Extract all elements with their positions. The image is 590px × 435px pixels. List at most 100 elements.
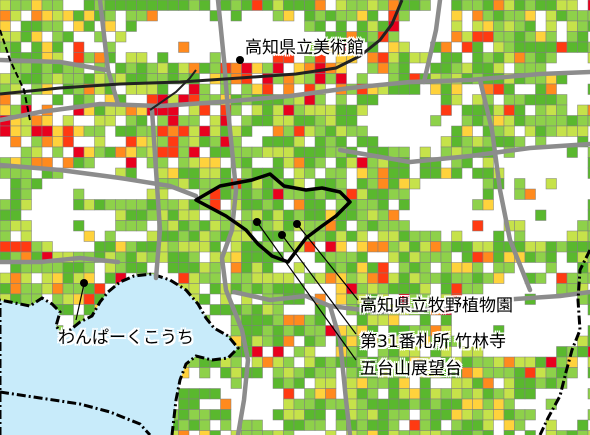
- heat-cell: [283, 115, 295, 127]
- heat-cell: [325, 115, 337, 127]
- heat-cell: [136, 125, 148, 137]
- heat-cell: [493, 230, 505, 242]
- heat-cell: [115, 209, 127, 221]
- road-line: [337, 141, 590, 165]
- heat-cell: [167, 62, 179, 74]
- heat-cell: [514, 377, 526, 389]
- heat-cell: [367, 199, 379, 211]
- heat-cell: [377, 220, 389, 232]
- heat-cell: [199, 430, 211, 435]
- heat-cell: [398, 188, 410, 200]
- heat-cell: [461, 125, 473, 137]
- heat-cell: [335, 230, 347, 242]
- heat-cell: [356, 314, 368, 326]
- heat-cell: [314, 230, 326, 242]
- heat-cell: [356, 409, 368, 421]
- heat-cell: [461, 0, 473, 11]
- heat-cell: [472, 251, 484, 263]
- heat-cell: [472, 104, 484, 116]
- heat-cell: [356, 0, 368, 11]
- heat-cell: [136, 199, 148, 211]
- heat-cell: [577, 346, 589, 358]
- label-wanpark: わんぱーくこうち: [58, 328, 194, 348]
- heat-cell: [461, 367, 473, 379]
- heat-cell: [293, 146, 305, 158]
- heat-cell: [188, 283, 200, 295]
- heat-cell: [272, 157, 284, 169]
- heat-cell: [178, 262, 190, 274]
- heat-cell: [20, 73, 32, 85]
- heat-cell: [430, 167, 442, 179]
- heat-cell: [556, 272, 568, 284]
- heat-cell: [104, 230, 116, 242]
- heat-cell: [220, 409, 232, 421]
- heat-cell: [409, 52, 421, 64]
- heat-cell: [83, 293, 95, 305]
- heat-cell: [293, 209, 305, 221]
- heat-cell: [178, 388, 190, 400]
- heat-cell: [325, 125, 337, 137]
- heat-cell: [230, 62, 242, 74]
- heat-cell: [346, 0, 358, 11]
- heat-cell: [209, 62, 221, 74]
- heat-cell: [398, 409, 410, 421]
- heat-cell: [52, 293, 64, 305]
- heat-cell: [451, 409, 463, 421]
- heat-cell: [293, 125, 305, 137]
- heat-cell: [241, 199, 253, 211]
- heat-cell: [587, 262, 590, 274]
- heat-cell: [367, 272, 379, 284]
- road-line: [215, 0, 251, 435]
- heat-cell: [241, 146, 253, 158]
- heat-cell: [314, 104, 326, 116]
- heat-cell: [377, 262, 389, 274]
- heat-cell: [587, 293, 590, 305]
- heat-cell: [493, 262, 505, 274]
- heat-cell: [451, 0, 463, 11]
- heat-cell: [10, 199, 22, 211]
- heat-cell: [314, 188, 326, 200]
- heat-cell: [472, 41, 484, 53]
- heat-cell: [388, 188, 400, 200]
- heat-cell: [493, 272, 505, 284]
- heat-cell: [377, 377, 389, 389]
- heat-cell: [188, 251, 200, 263]
- heat-cell: [283, 52, 295, 64]
- heat-cell: [241, 419, 253, 431]
- heat-cell: [503, 419, 515, 431]
- heat-cell: [304, 73, 316, 85]
- heat-cell: [283, 83, 295, 95]
- heat-cell: [535, 83, 547, 95]
- heat-cell: [556, 10, 568, 22]
- heat-cell: [73, 220, 85, 232]
- heat-cell: [472, 283, 484, 295]
- heat-cell: [587, 409, 590, 421]
- heat-cell: [577, 125, 589, 137]
- heat-cell: [10, 241, 22, 253]
- heat-cell: [346, 325, 358, 337]
- heat-cell: [94, 241, 106, 253]
- heat-cell: [83, 230, 95, 242]
- heat-cell: [430, 409, 442, 421]
- heat-cell: [178, 419, 190, 431]
- heat-cell: [283, 136, 295, 148]
- heat-cell: [482, 167, 494, 179]
- heat-cell: [503, 104, 515, 116]
- heat-cell: [62, 31, 74, 43]
- heat-cell: [188, 230, 200, 242]
- heat-cell: [209, 167, 221, 179]
- heat-cell: [157, 0, 169, 11]
- heat-cell: [188, 125, 200, 137]
- heat-cell: [272, 136, 284, 148]
- heat-cell: [430, 251, 442, 263]
- heat-cell: [304, 209, 316, 221]
- heat-cell: [493, 41, 505, 53]
- heat-cell: [83, 262, 95, 274]
- heat-cell: [125, 241, 137, 253]
- heat-cell: [356, 157, 368, 169]
- heat-cell: [178, 136, 190, 148]
- heat-cell: [503, 377, 515, 389]
- heat-cell: [451, 419, 463, 431]
